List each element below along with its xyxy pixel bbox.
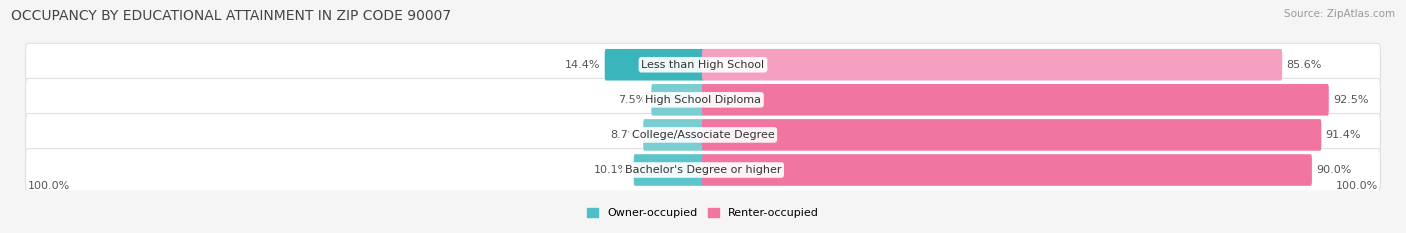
FancyBboxPatch shape (25, 79, 1381, 121)
Text: Less than High School: Less than High School (641, 60, 765, 70)
Text: 90.0%: 90.0% (1316, 165, 1351, 175)
FancyBboxPatch shape (702, 154, 1312, 186)
Text: OCCUPANCY BY EDUCATIONAL ATTAINMENT IN ZIP CODE 90007: OCCUPANCY BY EDUCATIONAL ATTAINMENT IN Z… (11, 9, 451, 23)
Legend: Owner-occupied, Renter-occupied: Owner-occupied, Renter-occupied (586, 208, 820, 218)
Text: College/Associate Degree: College/Associate Degree (631, 130, 775, 140)
Text: Source: ZipAtlas.com: Source: ZipAtlas.com (1284, 9, 1395, 19)
FancyBboxPatch shape (643, 119, 704, 151)
FancyBboxPatch shape (702, 119, 1322, 151)
FancyBboxPatch shape (651, 84, 704, 116)
FancyBboxPatch shape (25, 149, 1381, 192)
Text: 8.7%: 8.7% (610, 130, 638, 140)
Text: 92.5%: 92.5% (1333, 95, 1368, 105)
Text: Bachelor's Degree or higher: Bachelor's Degree or higher (624, 165, 782, 175)
FancyBboxPatch shape (702, 49, 1282, 81)
Text: 7.5%: 7.5% (619, 95, 647, 105)
Text: 91.4%: 91.4% (1326, 130, 1361, 140)
FancyBboxPatch shape (702, 84, 1329, 116)
Text: 100.0%: 100.0% (1336, 181, 1378, 191)
Text: 14.4%: 14.4% (565, 60, 600, 70)
FancyBboxPatch shape (25, 43, 1381, 86)
FancyBboxPatch shape (25, 113, 1381, 156)
Text: High School Diploma: High School Diploma (645, 95, 761, 105)
Text: 10.1%: 10.1% (595, 165, 630, 175)
Text: 85.6%: 85.6% (1286, 60, 1322, 70)
FancyBboxPatch shape (634, 154, 704, 186)
FancyBboxPatch shape (605, 49, 704, 81)
Text: 100.0%: 100.0% (28, 181, 70, 191)
